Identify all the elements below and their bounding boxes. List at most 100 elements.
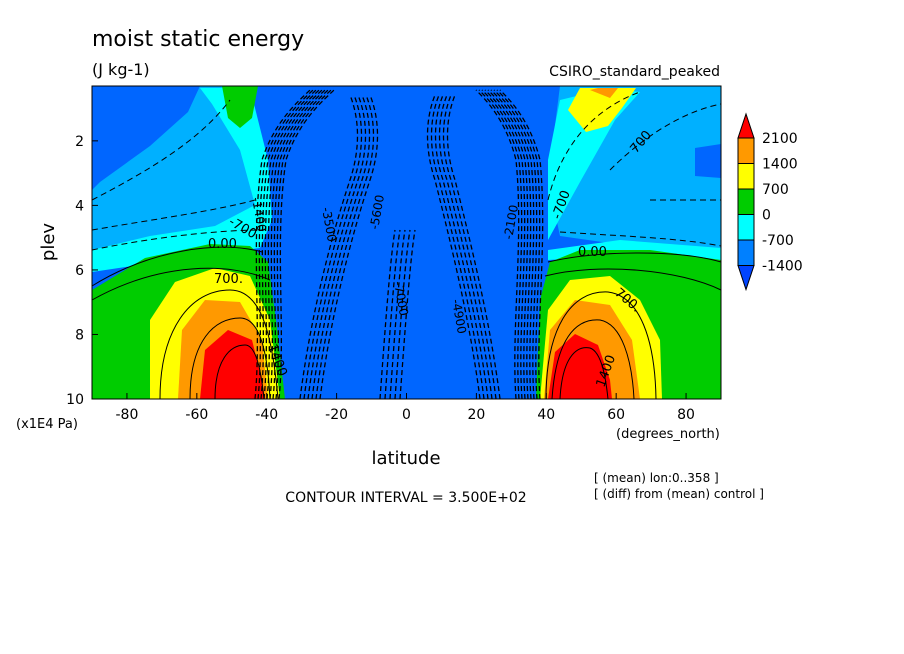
y-tick-label: 10 bbox=[66, 392, 84, 408]
chart-subtitle: (J kg-1) bbox=[92, 60, 150, 79]
dashed-contour bbox=[275, 89, 332, 400]
x-tick-label: 40 bbox=[537, 407, 555, 423]
contour-label: 0.00 bbox=[578, 245, 607, 260]
colorbar-bottom-arrow bbox=[737, 265, 755, 292]
dashed-contour bbox=[484, 89, 529, 400]
dashed-contour bbox=[493, 89, 538, 400]
contour-label: -2100 bbox=[501, 204, 521, 241]
dashed-contour bbox=[307, 94, 367, 400]
x-tick-label: 20 bbox=[467, 407, 485, 423]
colorbar-label: -1400 bbox=[762, 259, 803, 275]
contour-label: -7000 bbox=[391, 280, 411, 317]
dashed-contour bbox=[311, 94, 371, 400]
x-units-label: (degrees_north) bbox=[616, 427, 720, 442]
colorbar-label: 700 bbox=[762, 182, 789, 198]
field-top-left-green bbox=[222, 86, 258, 128]
dashed-contour bbox=[426, 94, 481, 400]
colorbar-label: 2100 bbox=[762, 131, 798, 147]
contour-label: -3500 bbox=[319, 206, 339, 243]
contour-label: -4900 bbox=[449, 298, 469, 335]
contour-label: -1400 bbox=[249, 196, 269, 233]
y-tick-label: 6 bbox=[75, 263, 84, 279]
field-top-right-yellow bbox=[568, 88, 636, 132]
dashed-contour bbox=[438, 94, 493, 400]
contour-right-dashed bbox=[547, 91, 722, 247]
field-right-cyan bbox=[548, 88, 721, 262]
dashed-contour bbox=[442, 94, 497, 400]
dashed-contour bbox=[446, 94, 501, 400]
dashed-contour bbox=[399, 229, 416, 400]
colorbar-top-arrow bbox=[737, 112, 755, 139]
x-axis: -80 -60 -40 -20 0 20 40 60 80 bbox=[116, 393, 695, 423]
contour-label: 0.00 bbox=[208, 237, 237, 252]
colorbar-segment bbox=[737, 163, 755, 190]
dashed-contour bbox=[490, 89, 535, 400]
contour-right-core bbox=[545, 291, 657, 400]
dashed-contour bbox=[430, 94, 485, 400]
colorbar-label: 0 bbox=[762, 208, 771, 224]
contour-lines bbox=[91, 91, 722, 400]
dashed-contour bbox=[269, 89, 326, 400]
y-axis: 2 4 6 8 10 bbox=[66, 134, 98, 408]
dashed-contour bbox=[475, 89, 520, 400]
x-tick-label: -80 bbox=[116, 407, 139, 423]
colorbar-label: 1400 bbox=[762, 157, 798, 173]
dashed-contour bbox=[257, 89, 314, 400]
dashed-contour bbox=[278, 89, 335, 400]
y-axis-title: plev bbox=[38, 223, 59, 262]
plot-area: 0.00 700. 1400 -700 0.00 700. 1400 700 -… bbox=[91, 85, 722, 400]
dashed-contour bbox=[496, 89, 541, 400]
x-tick-label: 0 bbox=[402, 407, 411, 423]
dashed-contour bbox=[384, 229, 401, 400]
note-line-1: [ (mean) lon:0..358 ] bbox=[594, 471, 719, 485]
dashed-contour bbox=[389, 229, 406, 400]
dashed-contour bbox=[434, 94, 489, 400]
field-upper-right-blue bbox=[695, 144, 721, 178]
field-right-red bbox=[548, 334, 612, 399]
dashed-contour bbox=[266, 89, 323, 400]
x-axis-title: latitude bbox=[371, 448, 440, 469]
colorbar-segment bbox=[737, 239, 755, 266]
experiment-label: CSIRO_standard_peaked bbox=[549, 64, 720, 80]
note-line-2: [ (diff) from (mean) control ] bbox=[594, 487, 764, 501]
field-top-right-orange bbox=[590, 88, 618, 98]
contour-left-dashed bbox=[91, 99, 263, 251]
x-tick-label: -40 bbox=[255, 407, 278, 423]
dashed-contour bbox=[487, 89, 532, 400]
dashed-contour bbox=[478, 89, 523, 400]
field-upper-left-blue bbox=[92, 86, 200, 190]
dense-negative-contours bbox=[254, 89, 544, 400]
dashed-contour bbox=[272, 89, 329, 400]
dashed-contour bbox=[379, 229, 396, 400]
y-tick-label: 8 bbox=[75, 327, 84, 343]
dashed-contour bbox=[263, 89, 320, 400]
dashed-contour bbox=[499, 89, 544, 400]
dashed-contour bbox=[481, 89, 526, 400]
dashed-contour bbox=[260, 89, 317, 400]
dashed-contour bbox=[319, 94, 379, 400]
chart-title: moist static energy bbox=[92, 27, 304, 52]
y-units-label: (x1E4 Pa) bbox=[16, 417, 78, 432]
x-tick-label: 60 bbox=[607, 407, 625, 423]
colorbar-segment bbox=[737, 214, 755, 241]
dashed-contour bbox=[303, 94, 363, 400]
dashed-contour bbox=[394, 229, 411, 400]
x-tick-label: -20 bbox=[325, 407, 348, 423]
x-tick-label: 80 bbox=[677, 407, 695, 423]
dashed-contour bbox=[315, 94, 375, 400]
dashed-contour bbox=[299, 94, 359, 400]
dashed-contour bbox=[254, 89, 311, 400]
contour-label: 700. bbox=[214, 272, 243, 287]
contour-label: -5600 bbox=[367, 194, 387, 231]
contour-solid-mid bbox=[91, 246, 722, 301]
contour-interval-text: CONTOUR INTERVAL = 3.500E+02 bbox=[285, 490, 526, 506]
colorbar-segment bbox=[737, 188, 755, 215]
colorbar: 2100 1400 700 0 -700 -1400 bbox=[737, 112, 803, 292]
colorbar-label: -700 bbox=[762, 233, 794, 249]
x-tick-label: -60 bbox=[185, 407, 208, 423]
field-left-cyan bbox=[92, 88, 272, 272]
y-tick-label: 2 bbox=[75, 134, 84, 150]
y-tick-label: 4 bbox=[75, 198, 84, 214]
colorbar-segment bbox=[737, 137, 755, 164]
